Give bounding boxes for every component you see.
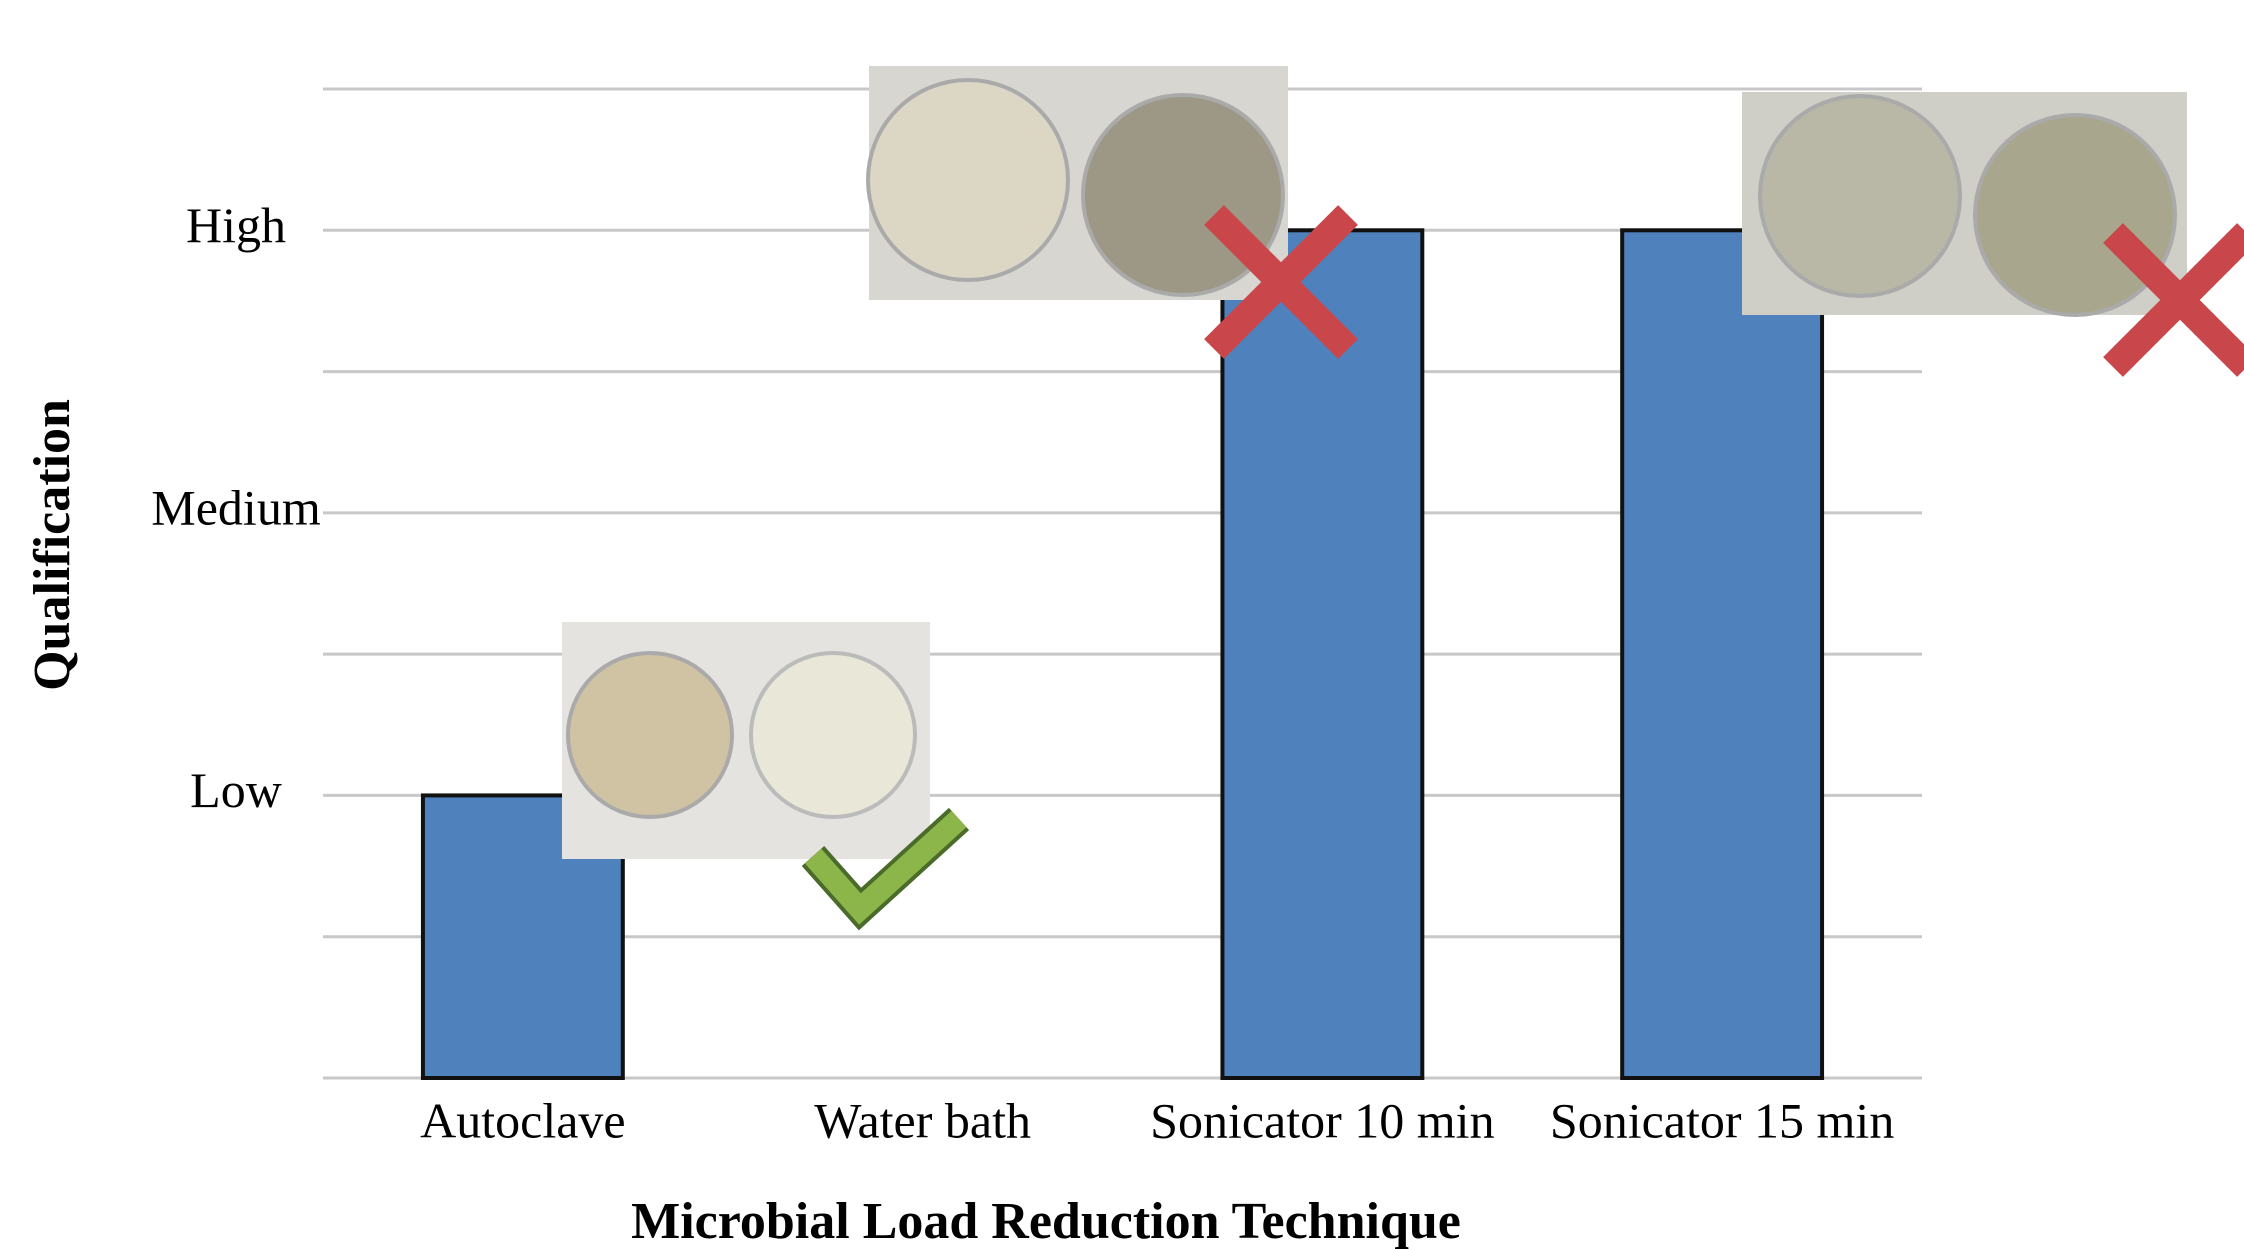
photo-sonicator-10 — [868, 66, 1288, 300]
petri-dish — [1760, 96, 1960, 296]
petri-dish — [1975, 115, 2175, 315]
bar — [1622, 230, 1822, 1078]
petri-dish — [751, 653, 915, 817]
y-axis-title: Qualification — [24, 399, 81, 691]
x-tick-label: Autoclave — [420, 1092, 625, 1148]
x-tick-label: Sonicator 15 min — [1550, 1092, 1894, 1148]
y-tick-label: High — [186, 197, 286, 253]
petri-dish — [868, 80, 1068, 280]
bar — [1222, 230, 1422, 1078]
y-tick-label: Low — [190, 762, 282, 818]
y-tick-label: Medium — [151, 479, 321, 535]
chart: Low Medium High Autoclave Water bath Sonicato… — [0, 0, 2244, 1249]
x-tick-label: Sonicator 10 min — [1150, 1092, 1494, 1148]
x-tick-label: Water bath — [814, 1092, 1031, 1148]
x-axis-title: Microbial Load Reduction Technique — [631, 1193, 1461, 1249]
petri-dish — [568, 653, 732, 817]
photo-sonicator-15 — [1742, 92, 2187, 315]
photo-autoclave — [562, 622, 930, 859]
